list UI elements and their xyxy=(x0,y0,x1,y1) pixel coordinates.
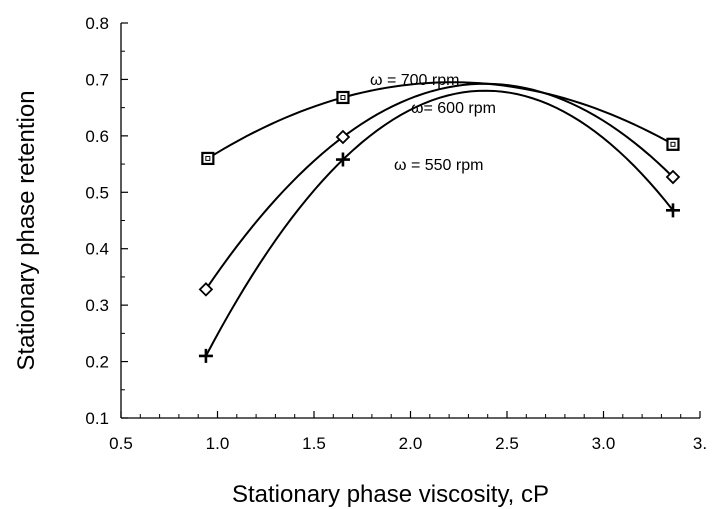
series-label: ω = 550 rpm xyxy=(394,157,483,174)
x-tick-label: 1.5 xyxy=(302,434,326,453)
x-tick-label: 2.0 xyxy=(399,434,423,453)
x-tick-label: 3. xyxy=(693,434,707,453)
y-tick-label: 0.4 xyxy=(85,240,109,259)
diamond-marker xyxy=(335,129,351,145)
x-axis-title: Stationary phase viscosity, cP xyxy=(232,481,549,508)
y-tick-label: 0.7 xyxy=(85,70,109,89)
y-tick-label: 0.1 xyxy=(85,409,109,428)
markers xyxy=(198,90,681,363)
square-marker xyxy=(201,151,215,166)
plus-marker xyxy=(335,152,350,167)
plus-marker xyxy=(198,348,213,363)
curves xyxy=(205,81,674,357)
square-marker-inner xyxy=(340,94,346,100)
axes: 0.1 0.2 0.3 0.4 0.5 0.6 0.7 0.8 0.5 1.0 1.5 2.0 2.5 3… xyxy=(13,14,707,508)
x-tick-label: 3.0 xyxy=(592,434,616,453)
x-tick-label: 2.5 xyxy=(495,434,519,453)
series-line xyxy=(205,89,674,357)
square-marker-inner xyxy=(670,141,676,147)
series-label: ω = 700 rpm xyxy=(370,72,459,89)
x-tick-label: 1.0 xyxy=(206,434,230,453)
plus-marker xyxy=(665,203,680,218)
labels: ω = 700 rpm ω= 600 rpm ω = 550 rpm xyxy=(370,72,496,174)
y-tick-label: 0.3 xyxy=(85,296,109,315)
x-tick-label: 0.5 xyxy=(109,434,133,453)
series-label: ω= 600 rpm xyxy=(411,100,496,117)
y-tick-label: 0.6 xyxy=(85,127,109,146)
square-marker xyxy=(666,137,680,151)
square-marker xyxy=(336,90,350,105)
y-tick-label: 0.5 xyxy=(85,183,109,202)
y-tick-label: 0.2 xyxy=(85,353,109,372)
diamond-marker xyxy=(665,169,681,185)
y-axis-title: Stationary phase retention xyxy=(13,90,40,370)
series-line xyxy=(205,82,674,290)
series-line xyxy=(207,81,674,160)
y-tick-label: 0.8 xyxy=(85,14,109,33)
square-marker-inner xyxy=(205,155,211,161)
diamond-marker xyxy=(198,282,214,297)
